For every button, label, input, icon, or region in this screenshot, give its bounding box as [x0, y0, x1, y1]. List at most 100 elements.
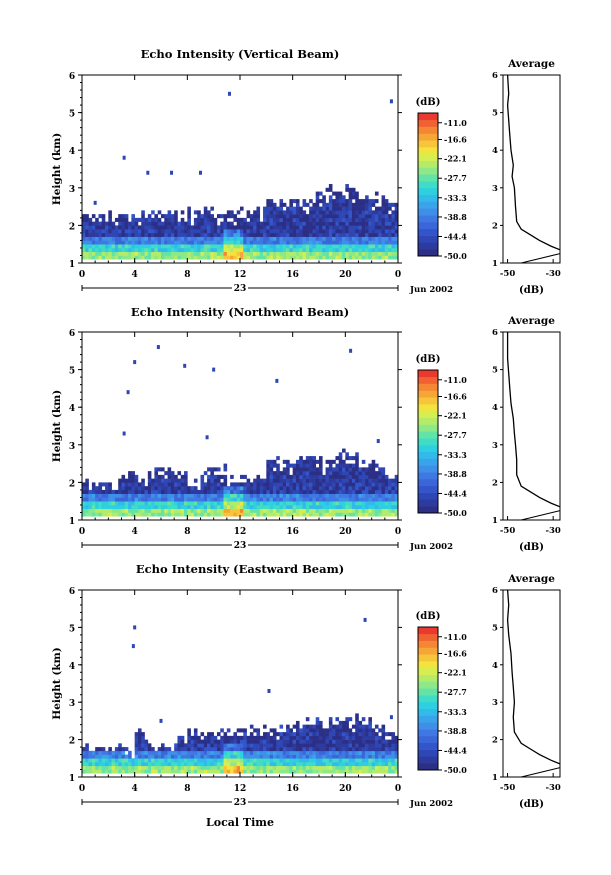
heatmap-cell: [368, 493, 372, 498]
heatmap-cell: [351, 754, 356, 759]
heatmap-cell: [108, 482, 112, 487]
heatmap-cell: [322, 221, 326, 226]
heatmap-cell: [144, 504, 149, 510]
heatmap-cell: [299, 482, 303, 487]
heatmap-cell: [118, 501, 122, 506]
heatmap-cell: [361, 482, 366, 487]
heatmap-cell: [118, 758, 122, 763]
heatmap-cell: [220, 486, 224, 491]
heatmap-cell: [253, 251, 257, 256]
heatmap-cell: [151, 489, 155, 494]
heatmap-cell: [384, 251, 389, 256]
heatmap-cell: [315, 501, 320, 506]
heatmap-cell: [269, 459, 274, 464]
heatmap-cell: [319, 482, 323, 487]
heatmap-cell: [124, 247, 129, 253]
heatmap-cell: [348, 489, 353, 494]
heatmap-cell: [299, 217, 303, 222]
heatmap-cell: [121, 769, 126, 774]
colorbar-segment: [418, 228, 438, 236]
heatmap-cell: [128, 225, 132, 230]
heatmap-cell: [335, 202, 340, 207]
heatmap-cell: [378, 474, 382, 479]
heatmap-cell: [108, 255, 112, 260]
heatmap-cell: [213, 467, 218, 472]
heatmap-cell: [345, 717, 349, 722]
heatmap-cell: [210, 225, 214, 230]
heatmap-cell: [325, 750, 330, 755]
heatmap-cell: [249, 758, 254, 763]
heatmap-cell: [391, 221, 396, 226]
heatmap-cell: [276, 463, 280, 468]
heatmap-cell: [319, 743, 323, 748]
heatmap-cell: [170, 244, 175, 249]
heatmap-cell: [279, 724, 284, 729]
heatmap-cell: [151, 229, 155, 234]
heatmap-cell: [230, 497, 234, 502]
heatmap-cell: [325, 232, 330, 237]
heatmap-cell: [170, 478, 175, 483]
heatmap-cell: [332, 762, 336, 767]
heatmap-cell: [269, 501, 274, 506]
heatmap-cell: [338, 247, 343, 253]
heatmap-cell: [177, 489, 182, 494]
heatmap-cell: [319, 508, 323, 513]
heatmap-cell: [141, 244, 145, 249]
heatmap-cell: [233, 225, 238, 230]
heatmap-cell: [85, 486, 89, 491]
heatmap-cell: [180, 501, 185, 506]
heatmap-cell: [302, 728, 307, 733]
heatmap-cell: [187, 497, 191, 502]
heatmap-cell: [236, 217, 241, 222]
heatmap-cell: [210, 240, 214, 245]
heatmap-cell: [315, 769, 320, 774]
heatmap-cell: [371, 508, 376, 513]
heatmap-cell: [180, 486, 185, 491]
heatmap-cell: [335, 206, 340, 211]
heatmap-cell: [124, 489, 129, 494]
heatmap-cell: [325, 486, 330, 491]
heatmap-cell: [137, 229, 142, 234]
heatmap-cell: [223, 232, 228, 237]
heatmap-cell: [114, 493, 119, 498]
heatmap-cell: [381, 482, 386, 487]
heatmap-cell: [384, 769, 389, 774]
heatmap-cell: [282, 735, 287, 740]
heatmap-cell: [381, 735, 386, 740]
heatmap-cell: [187, 214, 191, 219]
heatmap-cell: [233, 236, 238, 241]
heatmap-cell: [384, 732, 389, 737]
heatmap-cell: [338, 214, 343, 219]
heatmap-cell: [253, 497, 257, 502]
heatmap-cell: [128, 750, 132, 755]
heatmap-cell: [154, 478, 159, 483]
heatmap-cell: [174, 217, 178, 222]
heatmap-cell: [256, 769, 261, 774]
heatmap-cell: [243, 739, 247, 744]
heatmap-cell: [147, 232, 152, 237]
heatmap-cell: [335, 232, 340, 237]
heatmap-cell: [365, 247, 369, 253]
heatmap-cell: [164, 221, 168, 226]
heatmap-cell: [151, 769, 155, 774]
heatmap-cell: [315, 750, 320, 755]
heatmap-cell: [256, 255, 261, 260]
echo-point: [133, 625, 137, 630]
heatmap-cell: [88, 758, 93, 763]
heatmap-cell: [263, 206, 267, 211]
heatmap-cell: [85, 743, 89, 748]
heatmap-cell: [279, 240, 284, 245]
heatmap-cell: [203, 508, 208, 513]
heatmap-cell: [358, 750, 363, 755]
heatmap-cell: [184, 229, 188, 234]
heatmap-cell: [98, 512, 103, 517]
heatmap-cell: [157, 493, 162, 498]
heatmap-cell: [365, 758, 369, 763]
heatmap-cell: [292, 244, 297, 249]
heatmap-cell: [358, 754, 363, 759]
heatmap-cell: [384, 482, 389, 487]
heatmap-cell: [236, 482, 241, 487]
heatmap-cell: [299, 474, 303, 479]
heatmap-cell: [279, 739, 284, 744]
heatmap-cell: [223, 217, 228, 222]
